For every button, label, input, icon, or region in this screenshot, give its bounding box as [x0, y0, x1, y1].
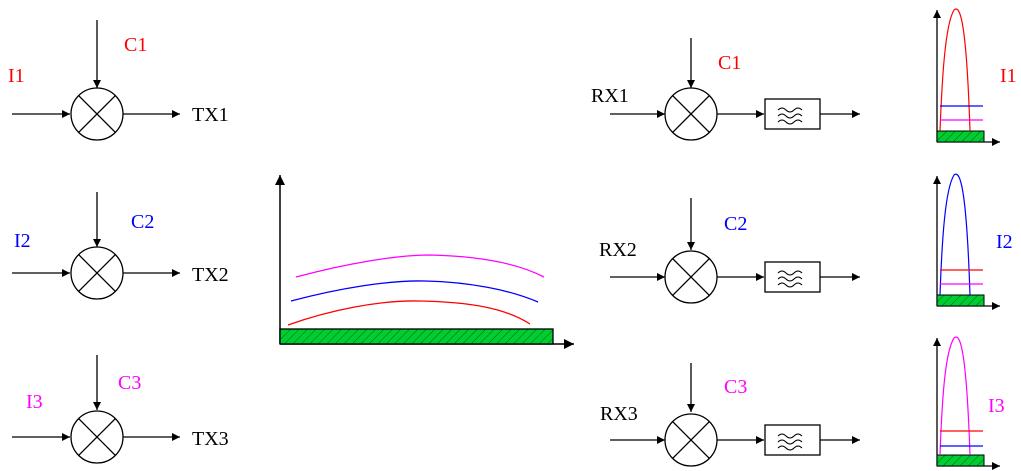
- recovered-signal-label: I1: [1000, 65, 1017, 87]
- circle-x-mixer-icon: [70, 246, 124, 300]
- circle-x-mixer-icon: [664, 250, 718, 304]
- lowpass-filter-icon: [764, 424, 821, 456]
- spectrum-curve-magenta: [295, 254, 545, 278]
- despread-peak-curve: [939, 8, 971, 132]
- tx-code-label: C1: [124, 34, 147, 56]
- tx-output-label: TX3: [192, 428, 229, 450]
- tx-output-label: TX2: [192, 264, 229, 286]
- recovered-signal-label: I3: [988, 395, 1005, 417]
- recovered-spectrum-2: I2: [933, 173, 1013, 310]
- receiver-3: RX3 C3: [600, 363, 860, 467]
- noise-floor-band: [279, 328, 554, 345]
- tx-code-label: C3: [118, 372, 141, 394]
- spectrum-curve-blue: [290, 280, 539, 303]
- recovered-spectrum-3: I3: [933, 336, 1005, 470]
- tx-output-label: TX1: [192, 104, 229, 126]
- tx-code-label: C2: [131, 211, 154, 233]
- lowpass-filter-icon: [764, 261, 821, 293]
- rx-code-label: C2: [724, 213, 747, 235]
- circle-x-mixer-icon: [70, 87, 124, 141]
- rx-input-label: RX3: [600, 403, 638, 425]
- circle-x-mixer-icon: [70, 410, 124, 464]
- transmitter-3: I3 C3 TX3: [12, 355, 229, 464]
- rx-input-label: RX2: [599, 239, 637, 261]
- rx-code-label: C1: [718, 52, 741, 74]
- circle-x-mixer-icon: [664, 87, 718, 141]
- rx-code-label: C3: [724, 376, 747, 398]
- channel-spectrum-plot: [275, 175, 574, 349]
- circle-x-mixer-icon: [664, 413, 718, 467]
- lowpass-filter-icon: [764, 98, 821, 130]
- receiver-2: RX2 C2: [599, 198, 860, 304]
- rx-input-label: RX1: [591, 85, 629, 107]
- recovered-signal-label: I2: [996, 231, 1013, 253]
- transmitter-2: I2 C2 TX2: [12, 192, 229, 300]
- transmitter-1: I1 C1 TX1: [8, 20, 229, 141]
- recovered-spectrum-1: I1: [933, 8, 1017, 146]
- noise-floor-band: [936, 454, 985, 467]
- tx-input-label: I2: [14, 230, 31, 252]
- despread-peak-curve: [939, 336, 971, 456]
- noise-floor-band: [936, 294, 985, 307]
- noise-floor-band: [936, 130, 985, 143]
- tx-input-label: I1: [8, 65, 25, 87]
- spectrum-curve-red: [287, 300, 531, 326]
- despread-peak-curve: [939, 173, 971, 296]
- receiver-1: RX1 C1: [591, 38, 860, 141]
- tx-input-label: I3: [26, 391, 43, 413]
